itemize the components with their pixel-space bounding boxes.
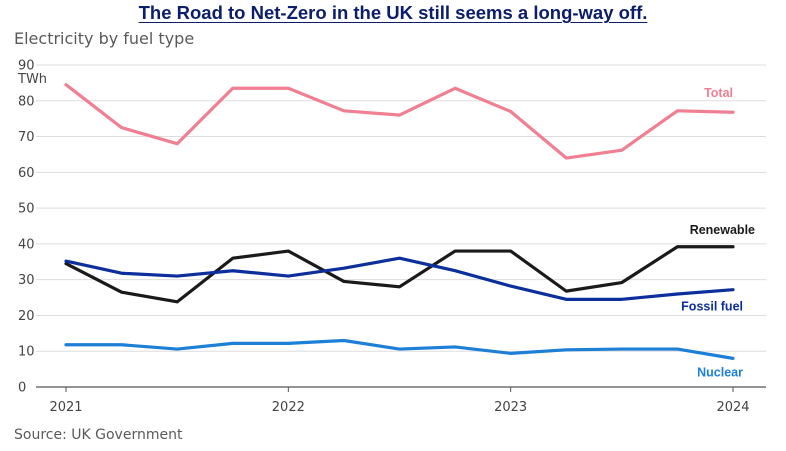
y-tick-label: 80: [18, 94, 35, 109]
y-tick-label: 70: [18, 130, 35, 145]
y-tick-label: 30: [18, 273, 35, 288]
x-tick-label: 2024: [716, 400, 749, 415]
series-label-nuclear: Nuclear: [697, 365, 743, 379]
y-tick-label: 40: [18, 237, 35, 252]
x-tick-label: 2022: [272, 400, 305, 415]
series-line-total: [64, 83, 735, 160]
y-tick-label: 60: [18, 166, 35, 181]
y-tick-label: 0: [18, 381, 26, 396]
series-line-renewable: [64, 245, 735, 304]
series-line-fossil-fuel: [64, 256, 735, 301]
y-axis-ticks: 0 10 20 30 40 50 60 70 80 90: [18, 59, 35, 396]
series-line-nuclear: [64, 338, 735, 360]
y-tick-label: 20: [18, 309, 35, 324]
headline: The Road to Net-Zero in the UK still see…: [138, 2, 648, 23]
y-tick-label: 50: [18, 202, 35, 217]
x-axis-ticks: 2021 2022 2023 2024: [49, 387, 750, 415]
chart-subtitle: Electricity by fuel type: [14, 29, 195, 48]
series-label-fossil-fuel: Fossil fuel: [681, 300, 743, 314]
series-labels: Total Renewable Fossil fuel Nuclear: [681, 86, 755, 379]
y-tick-label: 10: [18, 345, 35, 360]
source-note: Source: UK Government: [14, 427, 183, 443]
gridlines: [36, 64, 766, 388]
y-axis-unit-label: TWh: [17, 72, 47, 87]
x-tick-label: 2021: [49, 400, 82, 415]
x-tick-label: 2023: [494, 400, 527, 415]
series-label-renewable: Renewable: [690, 223, 755, 237]
series-lines: [64, 83, 735, 360]
series-label-total: Total: [704, 86, 733, 100]
y-tick-label: 90: [18, 59, 35, 74]
